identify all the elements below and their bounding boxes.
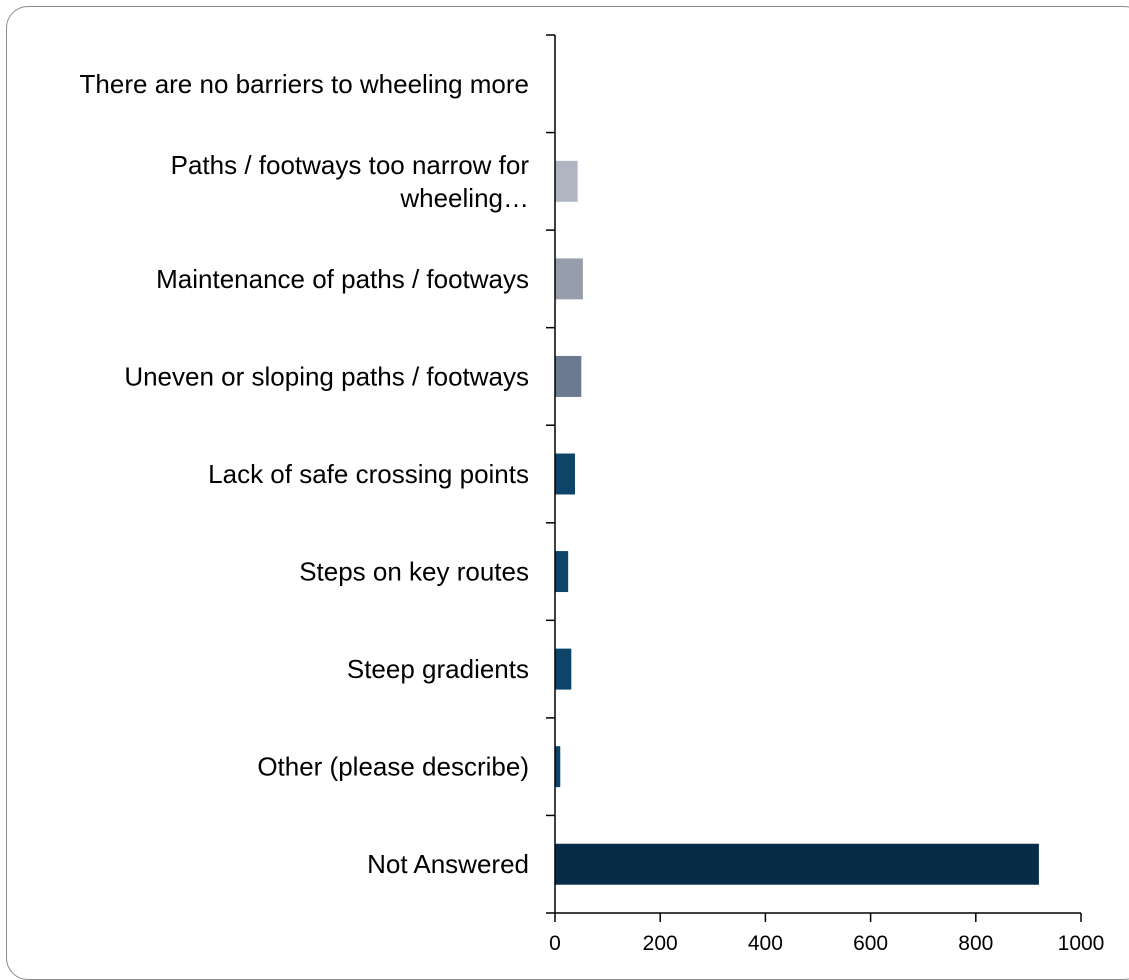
x-tick-label-4: 800 xyxy=(958,932,993,955)
category-label-3: Uneven or sloping paths / footways xyxy=(124,361,529,391)
x-tick-label-3: 600 xyxy=(853,932,888,955)
category-label-0: There are no barriers to wheeling more xyxy=(80,69,529,99)
category-label-1: Paths / footways too narrow for wheeling… xyxy=(171,150,530,213)
x-tick-label-1: 200 xyxy=(643,932,678,955)
bar-7 xyxy=(555,746,561,788)
category-label-7: Other (please describe) xyxy=(257,752,529,782)
x-tick-label-2: 400 xyxy=(748,932,783,955)
category-label-4: Lack of safe crossing points xyxy=(208,459,529,489)
bar-2 xyxy=(555,258,583,300)
x-tick-label-5: 1000 xyxy=(1058,932,1105,955)
category-label-6: Steep gradients xyxy=(347,654,529,684)
x-tick-label-0: 0 xyxy=(549,932,561,955)
bar-6 xyxy=(555,648,572,690)
bar-4 xyxy=(555,453,575,495)
category-labels: There are no barriers to wheeling more Pa… xyxy=(80,69,530,879)
bar-5 xyxy=(555,551,569,593)
axes: 0 200 400 600 800 1000 xyxy=(546,34,1105,955)
category-label-2: Maintenance of paths / footways xyxy=(156,264,529,294)
bar-3 xyxy=(555,355,582,397)
bar-8 xyxy=(555,843,1039,885)
bars xyxy=(555,160,1039,885)
bar-1 xyxy=(555,160,578,202)
category-label-8: Not Answered xyxy=(367,849,529,879)
category-label-5: Steps on key routes xyxy=(299,557,529,587)
